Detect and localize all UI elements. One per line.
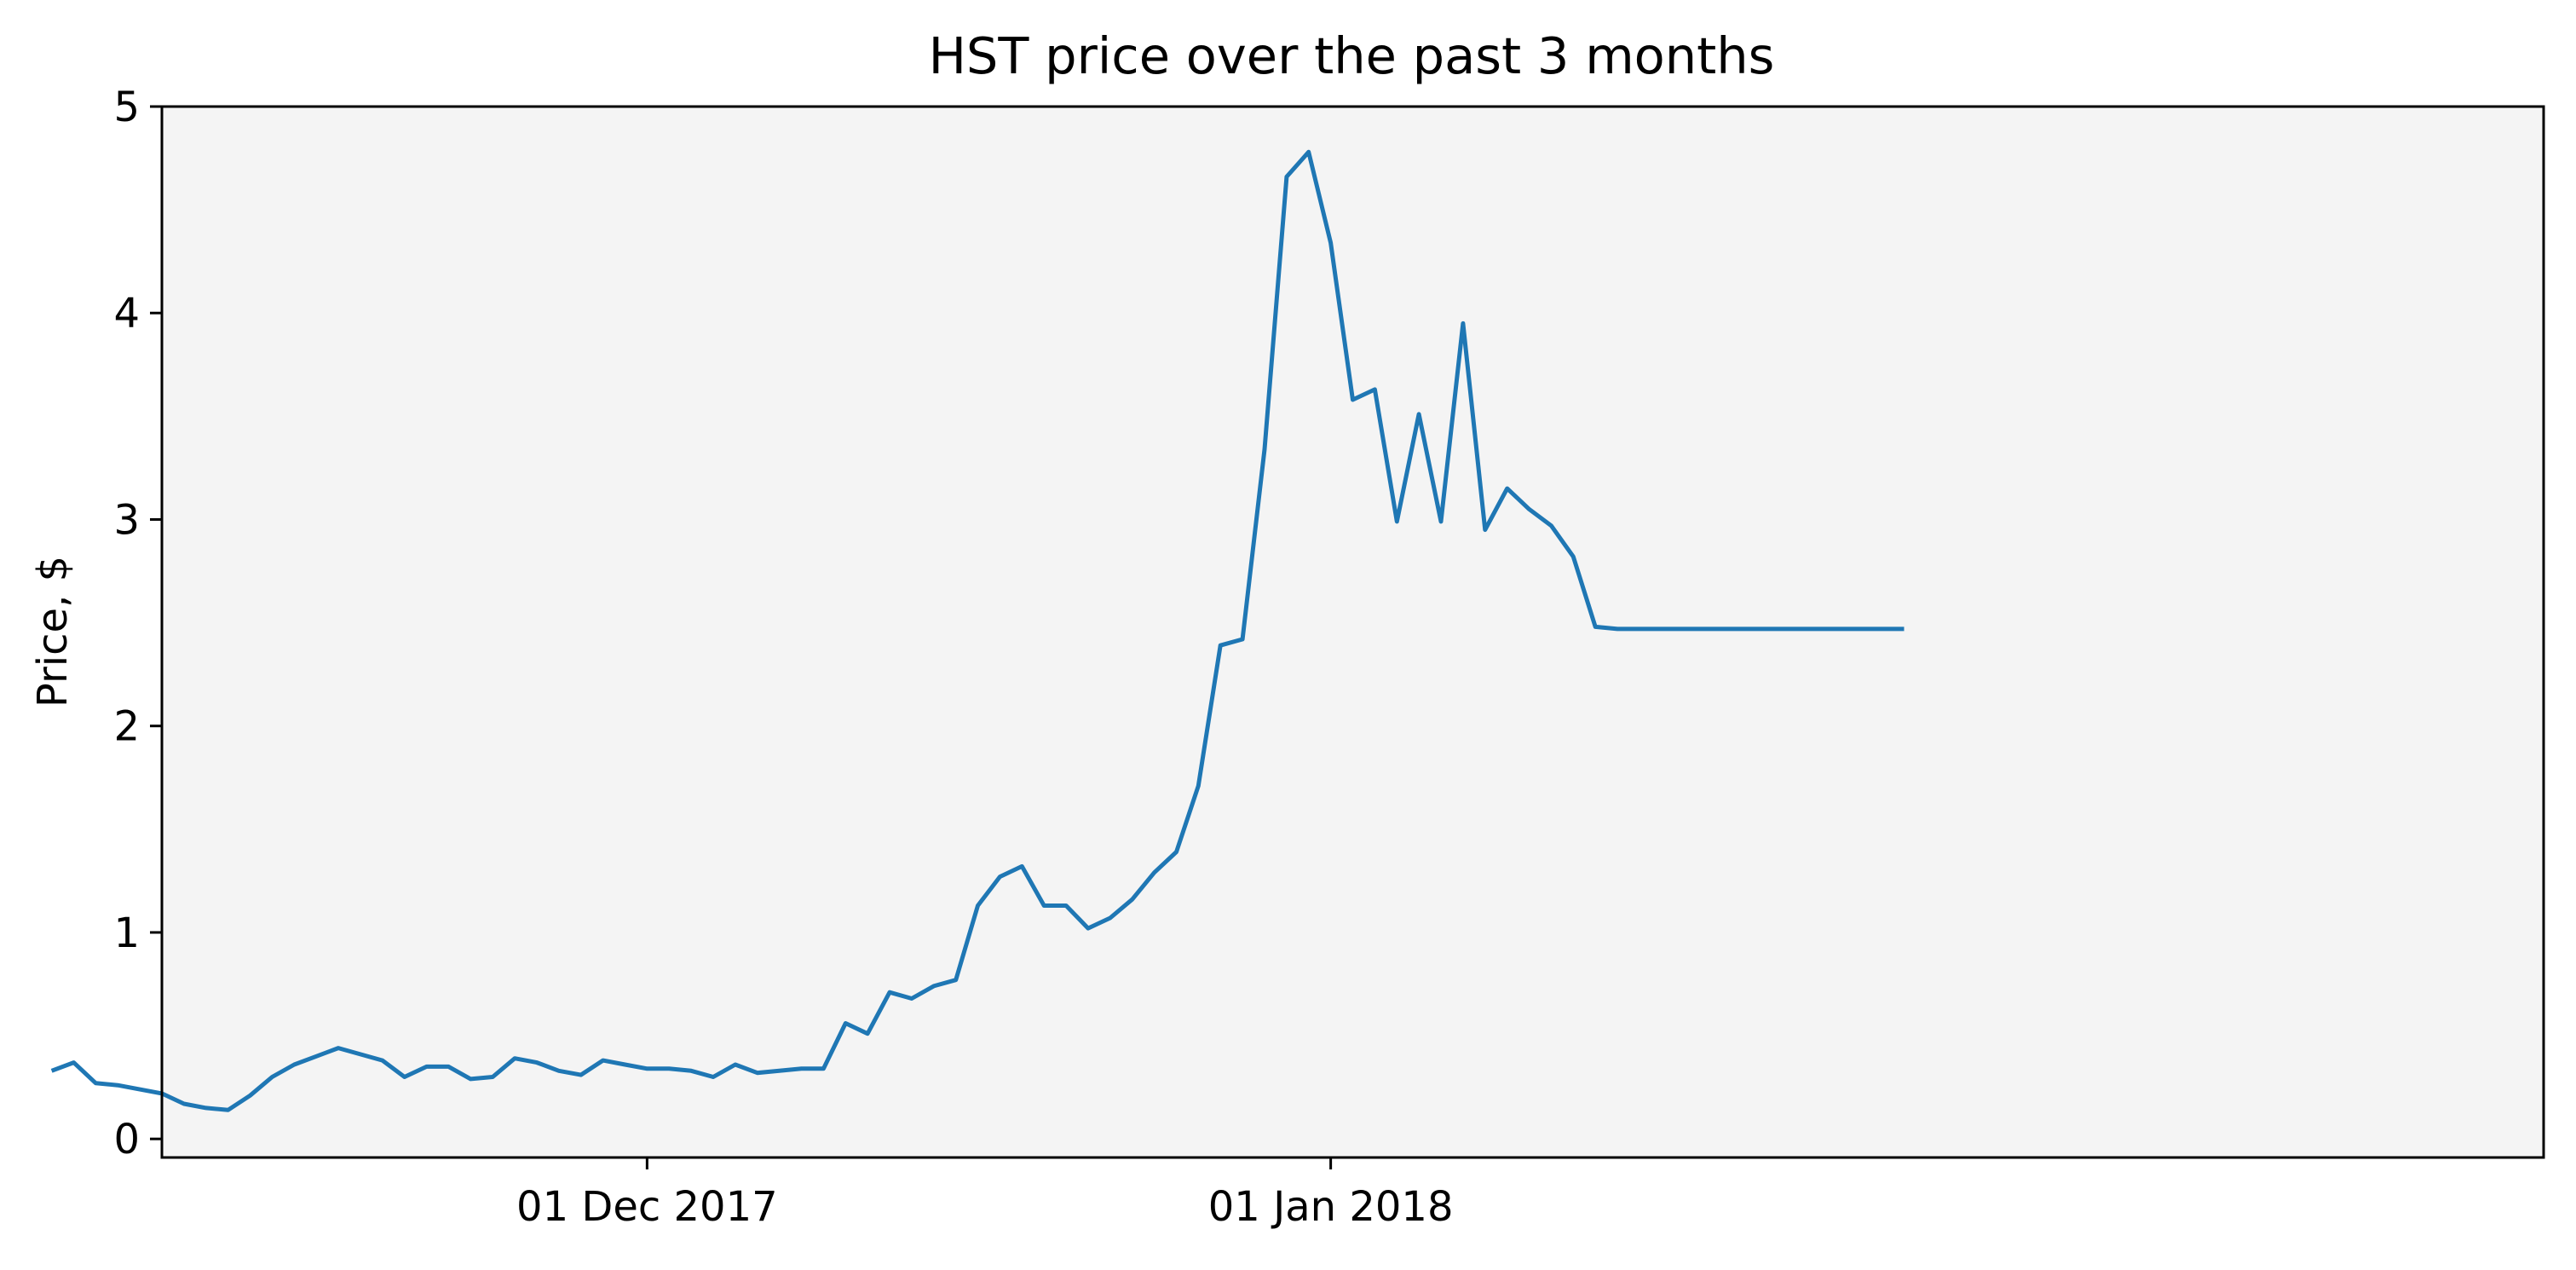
y-tick-label: 5 [113,84,140,131]
y-tick-label: 0 [113,1116,140,1163]
plot-frame [160,105,2545,1159]
y-tick-label: 3 [113,496,140,544]
chart-title: HST price over the past 3 months [929,26,1775,85]
plot-area [162,107,2544,1157]
x-axis: 01 Dec 2017 01 Jan 2018 [516,1157,1453,1231]
x-tick-label: 01 Jan 2018 [1208,1183,1454,1231]
x-tick-label: 01 Dec 2017 [516,1183,778,1231]
price-series-line [50,149,1905,1112]
y-tick-label: 4 [113,290,140,338]
y-axis-label: Price, $ [29,556,77,707]
y-tick-label: 2 [113,703,140,751]
y-axis: 0 1 2 3 4 5 [113,84,162,1163]
y-tick-label: 1 [113,909,140,957]
